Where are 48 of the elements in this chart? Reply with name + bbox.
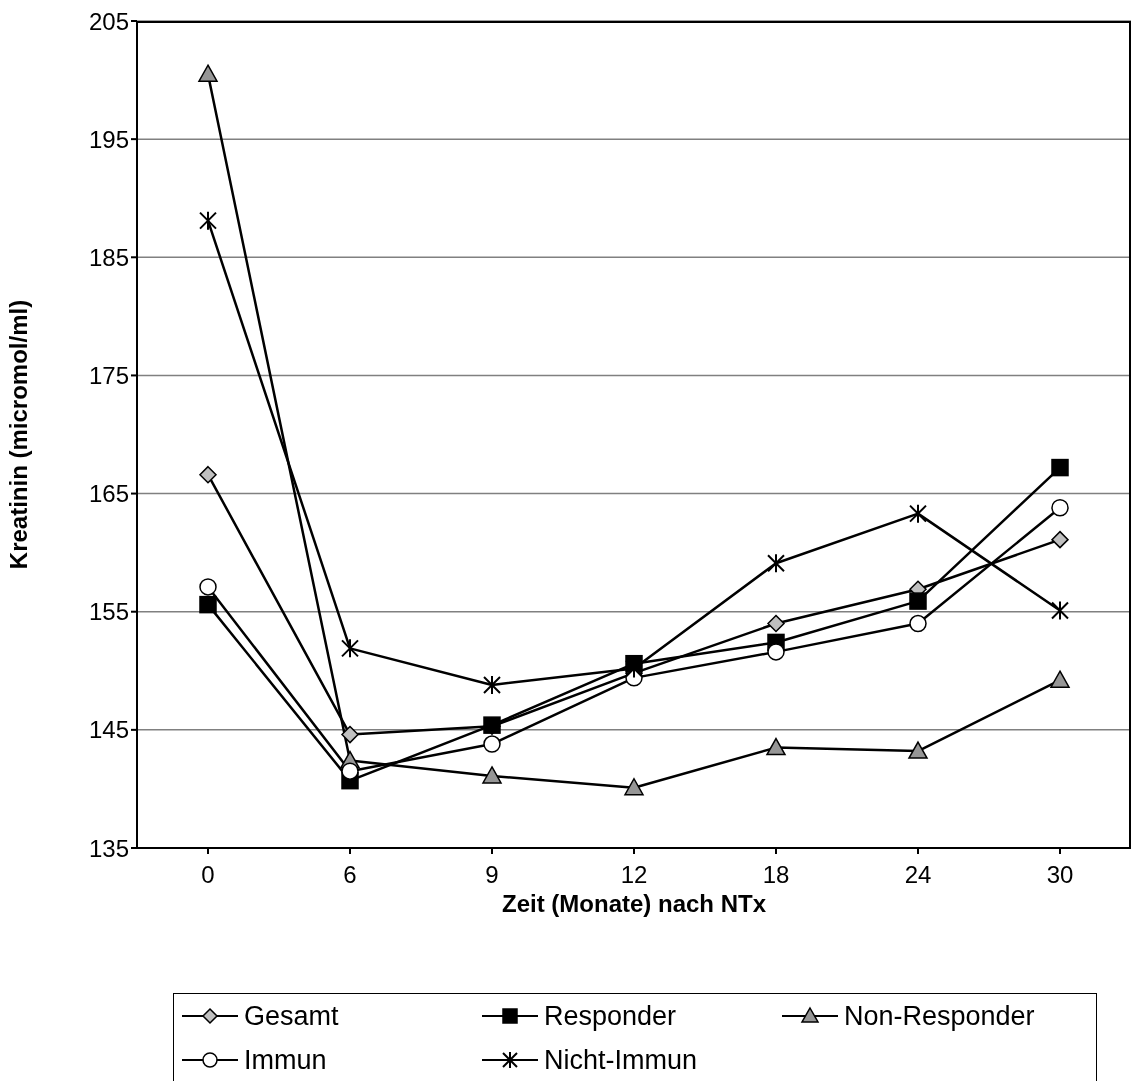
legend-label: Nicht-Immun bbox=[544, 1044, 698, 1076]
point bbox=[199, 595, 217, 614]
point bbox=[767, 614, 785, 633]
point bbox=[199, 465, 217, 484]
point bbox=[908, 741, 928, 759]
y-tick-label: 185 bbox=[88, 243, 129, 271]
y-tick-label: 175 bbox=[88, 361, 129, 389]
legend-label: Responder bbox=[544, 1000, 677, 1032]
legend-label: Non-Responder bbox=[844, 1000, 1035, 1032]
x-axis-title: Zeit (Monate) nach NTx bbox=[501, 890, 767, 918]
y-tick-label: 165 bbox=[88, 480, 129, 508]
point bbox=[767, 643, 785, 661]
x-tick-label: 18 bbox=[762, 861, 790, 889]
point bbox=[909, 503, 927, 524]
point bbox=[483, 735, 501, 753]
y-tick-label: 135 bbox=[88, 834, 129, 862]
point bbox=[1051, 458, 1069, 477]
point bbox=[1051, 499, 1069, 517]
point bbox=[1051, 530, 1069, 549]
x-tick-label: 12 bbox=[620, 861, 648, 889]
point bbox=[625, 658, 643, 679]
point bbox=[199, 578, 217, 596]
y-tick-label: 155 bbox=[88, 598, 129, 626]
point bbox=[483, 674, 501, 695]
point bbox=[909, 592, 927, 610]
point bbox=[624, 778, 644, 796]
point bbox=[341, 762, 359, 780]
y-axis-title: Kreatinin (micromol/ml) bbox=[4, 299, 32, 570]
x-tick-label: 9 bbox=[485, 861, 499, 889]
y-tick-label: 205 bbox=[88, 7, 129, 35]
point bbox=[199, 210, 217, 231]
x-tick-label: 6 bbox=[343, 861, 357, 889]
legend-label: Gesamt bbox=[244, 1000, 339, 1032]
point bbox=[1050, 670, 1070, 688]
x-tick-label: 0 bbox=[201, 861, 215, 889]
point bbox=[341, 638, 359, 659]
legend-label: Immun bbox=[244, 1044, 327, 1076]
point bbox=[341, 725, 359, 744]
x-tick-label: 30 bbox=[1046, 861, 1074, 889]
point bbox=[198, 64, 218, 82]
y-tick-label: 195 bbox=[88, 125, 129, 153]
x-tick-label: 24 bbox=[904, 861, 932, 889]
point bbox=[1051, 600, 1069, 621]
point bbox=[909, 614, 927, 633]
point bbox=[482, 766, 502, 784]
point bbox=[766, 737, 786, 756]
y-tick-label: 145 bbox=[88, 716, 129, 744]
point bbox=[767, 553, 785, 574]
